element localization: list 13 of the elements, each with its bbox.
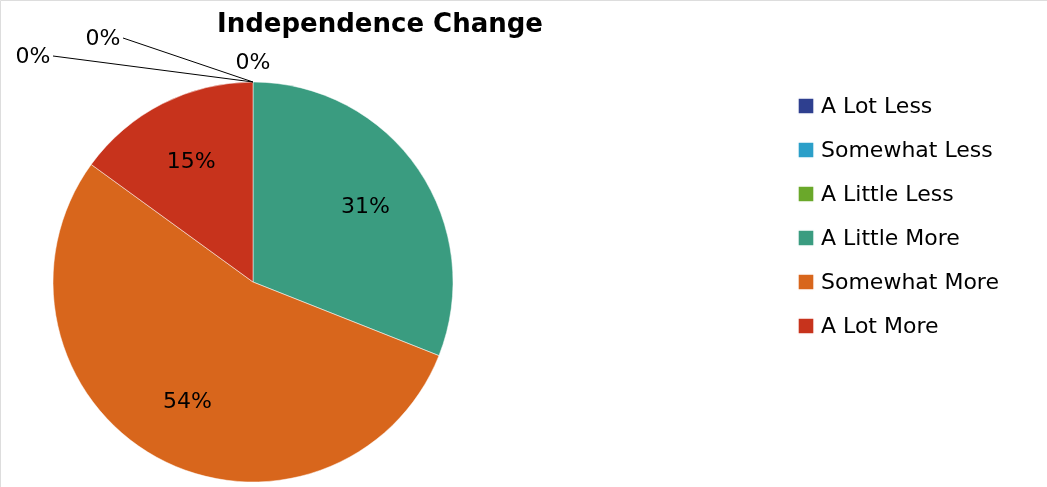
legend-label: A Little Less (821, 181, 954, 206)
chart-title: Independence Change (217, 8, 543, 38)
legend-label: A Lot More (821, 313, 939, 338)
legend-label: Somewhat Less (821, 137, 993, 162)
text: 0% (235, 49, 271, 74)
text: 0% (15, 43, 51, 68)
legend-label: Somewhat More (821, 269, 999, 294)
data-label: 31% (341, 192, 390, 218)
legend-label: A Little More (821, 225, 960, 250)
data-label: 54% (163, 388, 212, 414)
text: 0% (85, 25, 121, 50)
legend-label: A Lot Less (821, 93, 933, 118)
data-label: 15% (166, 147, 216, 173)
